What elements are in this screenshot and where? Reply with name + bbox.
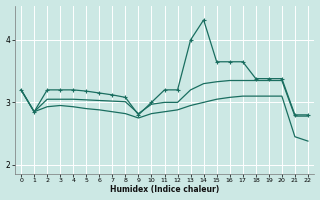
X-axis label: Humidex (Indice chaleur): Humidex (Indice chaleur) [110, 185, 219, 194]
